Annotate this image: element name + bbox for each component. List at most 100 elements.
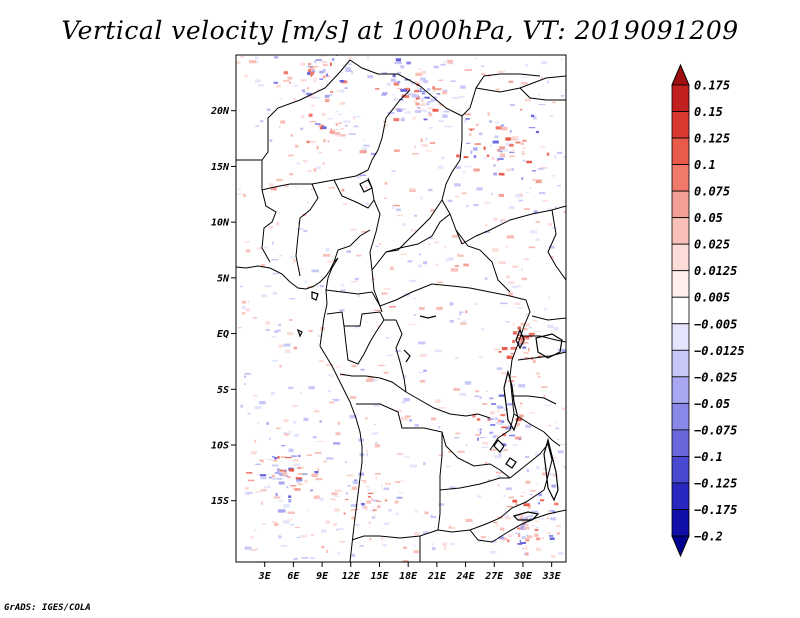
velocity-cell bbox=[286, 519, 294, 521]
velocity-cell bbox=[300, 78, 306, 82]
velocity-cell bbox=[480, 328, 485, 331]
velocity-cell bbox=[296, 480, 301, 483]
velocity-cell bbox=[334, 132, 341, 136]
velocity-cell bbox=[390, 78, 396, 82]
velocity-cell bbox=[417, 107, 420, 109]
velocity-cell bbox=[362, 506, 364, 510]
velocity-cell bbox=[421, 144, 428, 147]
velocity-cell bbox=[374, 424, 376, 426]
velocity-cell bbox=[458, 96, 465, 98]
velocity-cell bbox=[501, 149, 508, 152]
velocity-cell bbox=[477, 437, 479, 441]
colorbar-swatch bbox=[671, 270, 690, 298]
velocity-cell bbox=[374, 432, 378, 435]
velocity-cell bbox=[415, 72, 423, 76]
velocity-cell bbox=[322, 69, 326, 72]
velocity-cell bbox=[377, 364, 385, 367]
velocity-cell bbox=[259, 401, 266, 405]
velocity-cell bbox=[285, 457, 292, 459]
velocity-cell bbox=[374, 309, 381, 311]
velocity-cell bbox=[472, 414, 476, 418]
velocity-cell bbox=[478, 356, 484, 358]
velocity-cell bbox=[243, 193, 246, 198]
velocity-cell bbox=[333, 523, 338, 526]
velocity-cell bbox=[312, 65, 319, 68]
velocity-cell bbox=[438, 79, 444, 81]
velocity-cell bbox=[399, 253, 407, 255]
lat-tick-label: 15S bbox=[211, 496, 229, 507]
velocity-cell bbox=[368, 376, 374, 380]
velocity-cell bbox=[529, 494, 534, 496]
colorbar-level-label: −0.025 bbox=[694, 370, 737, 384]
velocity-cell bbox=[330, 128, 333, 132]
velocity-cell bbox=[524, 522, 527, 525]
velocity-cell bbox=[364, 186, 368, 189]
velocity-cell bbox=[520, 108, 523, 111]
velocity-cell bbox=[344, 87, 348, 89]
velocity-cell bbox=[532, 319, 537, 322]
velocity-cell bbox=[402, 223, 406, 226]
velocity-cell bbox=[303, 417, 309, 421]
velocity-cell bbox=[274, 457, 277, 460]
velocity-cell bbox=[285, 349, 291, 353]
velocity-cell bbox=[561, 407, 565, 411]
velocity-cell bbox=[300, 127, 304, 131]
velocity-cell bbox=[426, 102, 430, 106]
velocity-cell bbox=[558, 444, 566, 446]
velocity-cell bbox=[278, 535, 282, 539]
velocity-cell bbox=[519, 414, 524, 418]
velocity-cell bbox=[312, 96, 320, 99]
velocity-cell bbox=[297, 536, 301, 538]
velocity-cell bbox=[474, 57, 477, 60]
velocity-cell bbox=[361, 147, 367, 151]
velocity-cell bbox=[334, 489, 343, 492]
map-frame bbox=[235, 54, 567, 563]
velocity-cell bbox=[260, 501, 263, 505]
velocity-cell bbox=[282, 80, 290, 82]
velocity-cell bbox=[400, 88, 407, 92]
velocity-cell bbox=[392, 204, 400, 207]
velocity-cell bbox=[517, 527, 521, 530]
velocity-cell bbox=[278, 481, 285, 485]
velocity-cell bbox=[497, 409, 500, 413]
velocity-cell bbox=[285, 185, 289, 188]
velocity-cell bbox=[549, 256, 554, 259]
velocity-cell bbox=[542, 200, 549, 202]
velocity-cell bbox=[383, 371, 389, 374]
velocity-cell bbox=[372, 509, 376, 512]
velocity-cell bbox=[507, 281, 515, 284]
velocity-cell bbox=[297, 228, 304, 230]
velocity-cell bbox=[374, 473, 381, 475]
velocity-cell bbox=[352, 480, 359, 484]
velocity-cell bbox=[326, 45, 330, 46]
velocity-cell bbox=[506, 168, 512, 172]
velocity-cell bbox=[535, 526, 539, 529]
velocity-cell bbox=[521, 150, 525, 154]
velocity-cell bbox=[351, 516, 356, 520]
velocity-cell bbox=[418, 253, 421, 256]
velocity-cell bbox=[295, 186, 297, 189]
velocity-cell bbox=[549, 537, 555, 540]
velocity-cell bbox=[362, 138, 365, 141]
velocity-cell bbox=[473, 147, 478, 151]
velocity-cell bbox=[547, 324, 554, 329]
velocity-cell bbox=[260, 120, 264, 123]
velocity-cell bbox=[499, 156, 506, 158]
velocity-cell bbox=[313, 409, 320, 413]
velocity-cell bbox=[557, 438, 560, 440]
velocity-cell bbox=[343, 512, 346, 515]
bioko-island bbox=[311, 291, 319, 301]
velocity-cell bbox=[473, 168, 480, 172]
velocity-cell bbox=[475, 390, 480, 393]
velocity-cell bbox=[388, 306, 396, 308]
velocity-cell bbox=[463, 263, 469, 267]
velocity-cell bbox=[250, 535, 254, 539]
velocity-cell bbox=[291, 455, 297, 457]
velocity-cell bbox=[455, 357, 459, 360]
velocity-cell bbox=[256, 247, 262, 250]
velocity-cell bbox=[476, 418, 481, 421]
velocity-cell bbox=[428, 113, 433, 117]
velocity-cell bbox=[282, 45, 286, 48]
velocity-cell bbox=[238, 188, 241, 191]
velocity-cell bbox=[526, 469, 529, 473]
